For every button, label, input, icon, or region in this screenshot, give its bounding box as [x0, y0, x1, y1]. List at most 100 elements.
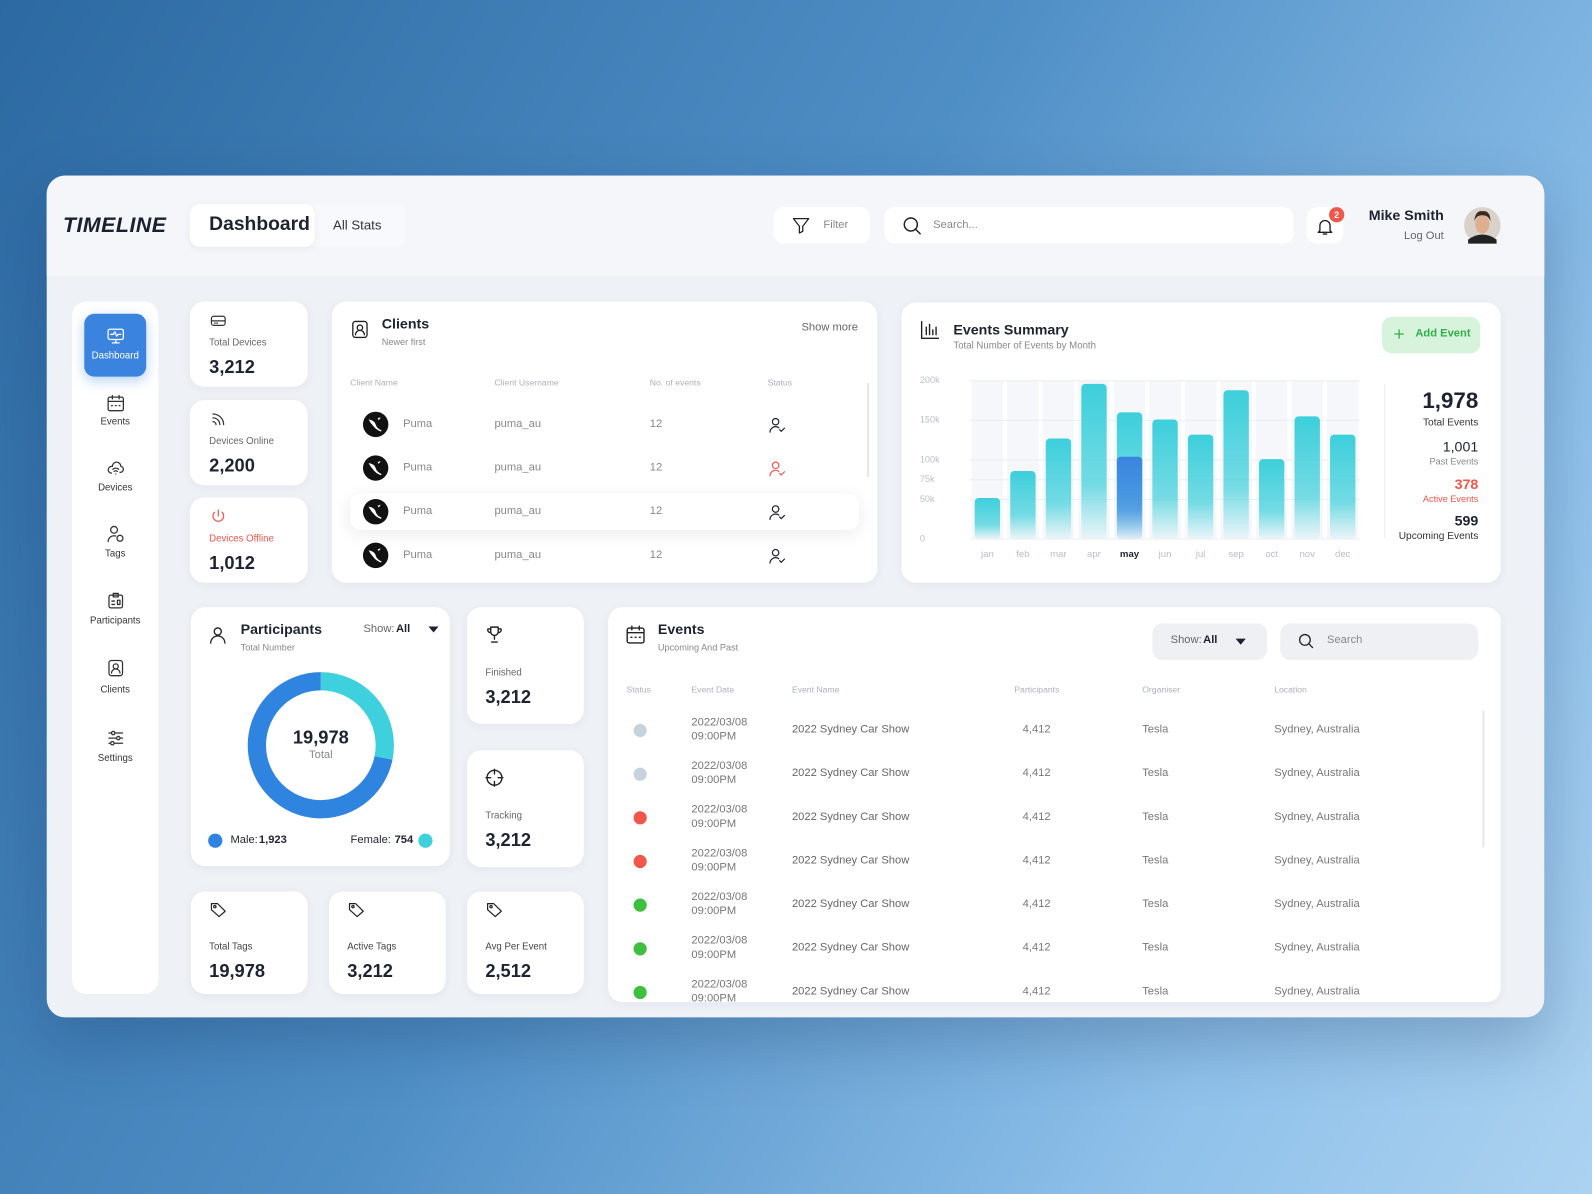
event-participants: 4,412 — [1022, 985, 1051, 998]
x-tick-label: may — [1120, 549, 1140, 560]
show-dropdown[interactable] — [1152, 623, 1268, 660]
user-name: Mike Smith — [1368, 206, 1444, 223]
sidebar-label: Events — [100, 416, 130, 428]
summary-value: 1,978 — [1422, 387, 1479, 414]
bar — [1187, 434, 1214, 540]
tag-card — [190, 891, 308, 994]
status-dot — [633, 854, 647, 869]
event-participants: 4,412 — [1022, 941, 1051, 954]
avatar-face — [1475, 215, 1490, 234]
icon-part — [115, 735, 121, 741]
bar — [1010, 471, 1036, 540]
device-value: 1,012 — [209, 552, 255, 573]
y-tick-label: 50k — [920, 494, 935, 504]
participants-card — [190, 607, 450, 867]
filter-icon — [792, 217, 810, 234]
client-username: puma_au — [494, 417, 542, 430]
column-header: Participants — [1014, 684, 1060, 695]
summary-label: Active Events — [1422, 494, 1479, 505]
add-event-button[interactable] — [1381, 316, 1481, 354]
search-box[interactable] — [884, 207, 1294, 244]
bar-chart: 0 50k 75k 100k 150k 200k jan feb mar apr may jun jul… — [920, 375, 1386, 560]
clients-subtitle: Newer first — [381, 336, 426, 347]
status-dot — [633, 811, 647, 825]
tag-icon — [348, 903, 364, 918]
add-event-label: Add Event — [1415, 327, 1471, 340]
device-value: 2,200 — [209, 455, 255, 476]
icon-part — [351, 320, 368, 338]
icon-part — [107, 461, 124, 474]
participants-icon — [209, 626, 226, 644]
client-logo — [362, 499, 389, 525]
legend-value: 1,923 — [258, 833, 287, 847]
tab-dashboard[interactable] — [189, 204, 315, 247]
legend-dot — [418, 833, 433, 848]
icon-part — [771, 504, 779, 513]
notification-count: 2 — [1334, 209, 1340, 220]
tag-label: Avg Per Event — [485, 941, 547, 953]
search-icon — [1298, 633, 1314, 649]
logo-mark — [368, 548, 382, 563]
bar — [1116, 456, 1143, 540]
icon-part — [212, 413, 225, 426]
icon-part — [107, 659, 123, 677]
bar — [974, 497, 1001, 540]
dropdown-caret — [428, 626, 439, 633]
stat-label: Finished — [485, 667, 522, 679]
sidebar-label: Tags — [105, 548, 126, 560]
event-date: 2022/03/08 — [691, 759, 748, 773]
column-header: Event Date — [691, 684, 735, 695]
device-icon — [212, 509, 225, 522]
icon-part — [210, 903, 226, 918]
sidebar — [72, 301, 159, 994]
x-tick-label: sep — [1228, 549, 1244, 560]
scrollbar — [867, 382, 870, 478]
events-search[interactable] — [1280, 623, 1479, 660]
status-dot — [633, 723, 647, 738]
icon-part — [487, 626, 502, 643]
client-name: Puma — [403, 548, 433, 561]
icon-part — [109, 331, 121, 344]
event-location: Sydney, Australia — [1274, 854, 1360, 867]
x-tick-label: jan — [980, 549, 994, 560]
sidebar-label: Dashboard — [91, 350, 139, 362]
client-events: 12 — [649, 417, 663, 430]
y-tick-label: 0 — [920, 534, 925, 544]
icon-part — [771, 417, 779, 426]
logo-mark — [368, 504, 382, 519]
event-time: 09:00PM — [691, 730, 737, 743]
event-location: Sydney, Australia — [1274, 723, 1360, 736]
icon-part — [920, 320, 940, 340]
event-name: 2022 Sydney Car Show — [791, 897, 910, 911]
filter-button[interactable] — [773, 207, 871, 244]
sidebar-item[interactable] — [84, 313, 147, 377]
y-tick-label: 75k — [920, 474, 935, 484]
event-name: 2022 Sydney Car Show — [791, 810, 910, 823]
tag-label: Active Tags — [347, 941, 397, 953]
chart-title: Events Summary — [953, 321, 1069, 338]
summary-label: Total Events — [1422, 417, 1479, 429]
icon-part — [212, 509, 225, 522]
icon-part — [106, 396, 124, 412]
event-location: Sydney, Australia — [1274, 766, 1360, 780]
chart-icon — [920, 320, 940, 340]
icon-part — [768, 512, 785, 520]
event-organiser: Tesla — [1142, 766, 1169, 780]
events-card: Events Upcoming And Past Show: All Search Sta… — [608, 607, 1501, 1003]
logout-link[interactable]: Log Out — [1404, 229, 1444, 243]
event-date: 2022/03/08 — [691, 934, 748, 947]
event-participants: 4,412 — [1022, 854, 1051, 867]
avatar-shirt — [1468, 234, 1497, 244]
stat-card — [467, 607, 584, 724]
legend-dot — [208, 833, 223, 848]
event-date: 2022/03/08 — [691, 716, 748, 729]
client-name: Puma — [403, 461, 433, 474]
tag-label: Total Tags — [209, 941, 253, 953]
search-placeholder: Search — [1327, 633, 1363, 647]
donut-center-label: Total — [309, 748, 333, 761]
show-more-link[interactable]: Show more — [801, 321, 858, 334]
column-header: No. of events — [649, 377, 701, 388]
event-organiser: Tesla — [1142, 854, 1169, 867]
icon-part — [112, 663, 119, 670]
show-label: Show: — [363, 622, 395, 635]
